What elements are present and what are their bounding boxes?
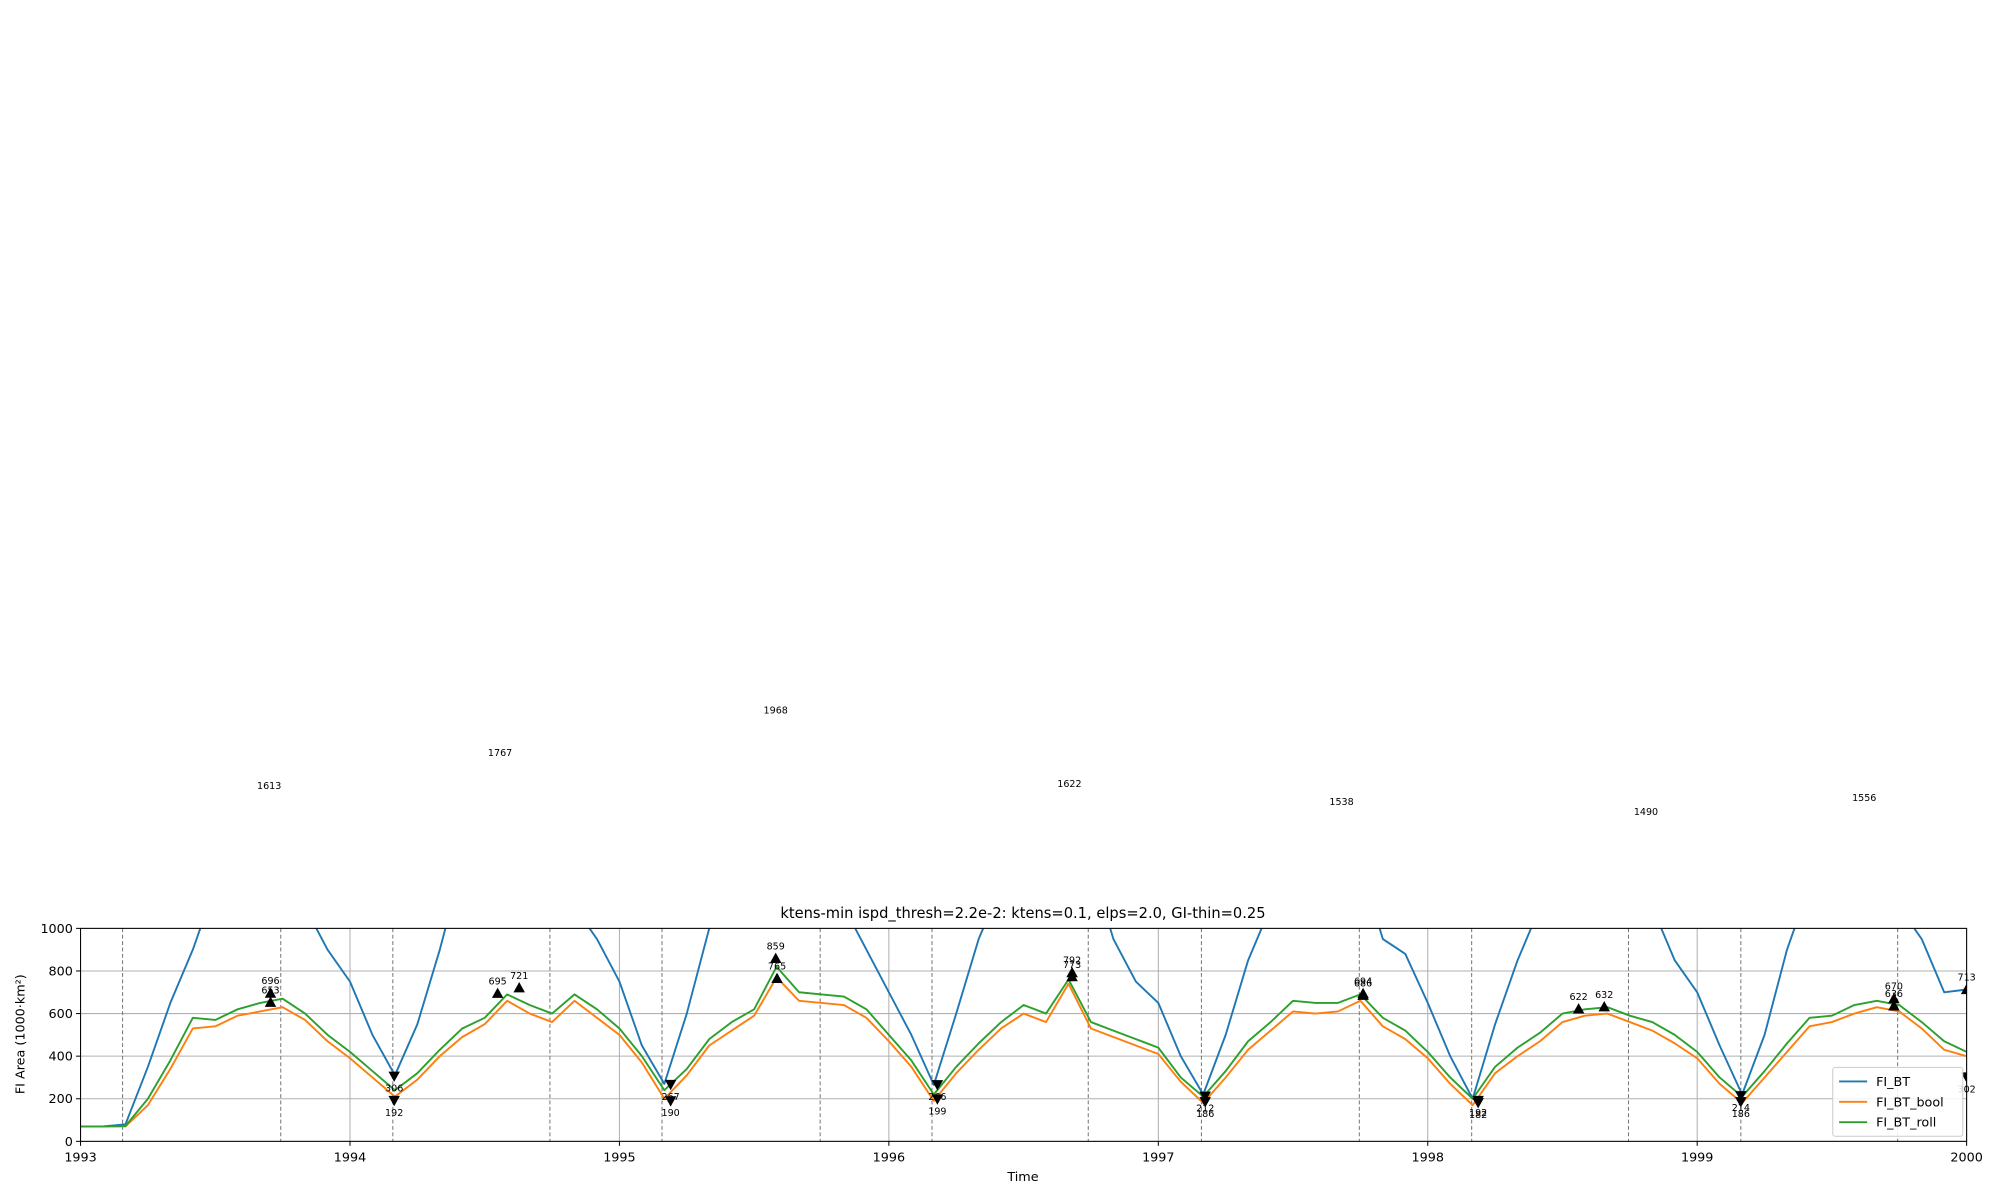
trough-label: 266: [928, 1092, 946, 1103]
trough-marker: [1735, 1097, 1747, 1108]
peak-label: 765: [768, 961, 786, 972]
peak-label: 1968: [764, 705, 788, 716]
x-tick-label: 1998: [1412, 1151, 1444, 1166]
y-tick-label: 400: [49, 1050, 73, 1065]
peak-label: 632: [1595, 990, 1613, 1001]
x-tick-label: 2000: [1950, 1151, 1982, 1166]
peak-marker: [264, 987, 277, 998]
trough-marker: [1199, 1097, 1211, 1108]
y-axis-label: FI Area (1000·km²): [13, 974, 28, 1094]
y-tick-label: 800: [49, 964, 73, 979]
trough-label: 192: [1469, 1108, 1487, 1119]
peak-marker: [1357, 989, 1369, 1000]
peak-label: 1538: [1329, 797, 1353, 808]
chart-title: ktens-min ispd_thresh=2.2e-2: ktens=0.1,…: [780, 905, 1265, 922]
trough-marker: [388, 1071, 400, 1082]
trough-marker: [664, 1079, 677, 1091]
peak-label: 622: [1570, 992, 1588, 1003]
peak-marker: [1066, 970, 1078, 982]
trough-label: 214: [1732, 1103, 1750, 1114]
legend-label: FI_BT_roll: [1876, 1116, 1936, 1131]
trough-marker: [388, 1095, 400, 1107]
trough-label: 186: [1196, 1109, 1214, 1120]
x-tick-label: 1994: [334, 1151, 366, 1166]
peak-label: 1622: [1057, 779, 1081, 790]
x-axis-label: Time: [1006, 1170, 1038, 1185]
peak-marker: [769, 952, 782, 963]
peak-marker: [1859, 804, 1870, 814]
peak-marker: [494, 759, 505, 769]
peak-label: 1613: [257, 781, 281, 792]
peak-marker: [1640, 818, 1651, 828]
trough-label: 267: [662, 1092, 680, 1103]
x-tick-label: 1997: [1142, 1151, 1174, 1166]
peak-label: 696: [261, 976, 279, 987]
trough-label: 186: [1732, 1109, 1750, 1120]
series-line: [80, 976, 1967, 1128]
axes-frame: [80, 927, 1968, 1142]
series-line: [80, 965, 1967, 1128]
legend-box: [1832, 1066, 1964, 1137]
y-tick-label: 0: [65, 1135, 73, 1150]
y-tick-label: 1000: [40, 922, 72, 937]
trough-marker: [931, 1080, 944, 1091]
peak-label: 1490: [1634, 807, 1658, 818]
peak-label: 721: [510, 971, 528, 982]
peak-label: 1556: [1852, 793, 1876, 804]
x-tick-label: 1993: [64, 1151, 96, 1166]
peak-label: 653: [261, 985, 279, 996]
peak-label: 1767: [488, 748, 512, 759]
peak-marker: [1598, 1001, 1610, 1012]
trough-marker: [1960, 1072, 1967, 1083]
peak-label: 670: [1885, 982, 1903, 993]
peak-label: 686: [1354, 978, 1372, 989]
legend-label: FI_BT: [1876, 1075, 1910, 1090]
peak-marker: [513, 982, 525, 993]
peak-marker: [1572, 1003, 1585, 1014]
peak-marker: [1064, 790, 1075, 800]
trough-label: 182: [1469, 1110, 1487, 1121]
peak-label: 694: [1354, 977, 1372, 988]
trough-label: 190: [662, 1108, 680, 1119]
legend-label: FI_BT_bool: [1876, 1095, 1944, 1110]
peak-label: 859: [767, 941, 785, 952]
trough-label: 306: [385, 1083, 403, 1094]
y-tick-label: 200: [49, 1092, 73, 1107]
peak-label: 636: [1885, 989, 1903, 1000]
series-line: [80, 928, 1967, 1128]
trough-label: 212: [1196, 1103, 1214, 1114]
peak-marker: [770, 716, 781, 726]
peak-marker: [491, 987, 504, 998]
y-tick-label: 600: [49, 1007, 73, 1022]
trough-marker: [1199, 1091, 1211, 1102]
peak-marker: [264, 996, 277, 1007]
peak-marker: [771, 972, 783, 984]
x-tick-label: 1999: [1681, 1151, 1713, 1166]
trough-label: 192: [385, 1108, 403, 1119]
x-tick-label: 1996: [873, 1151, 905, 1166]
peak-marker: [1336, 808, 1347, 818]
trough-marker: [1472, 1097, 1484, 1109]
plot-area: [80, 716, 1967, 1128]
peak-label: 695: [489, 976, 507, 987]
peak-label: 792: [1063, 956, 1081, 967]
peak-marker: [263, 792, 274, 802]
trough-marker: [664, 1096, 677, 1107]
peak-marker: [1888, 992, 1900, 1004]
trough-marker: [931, 1094, 944, 1105]
x-tick-label: 1995: [603, 1151, 635, 1166]
trough-label: 199: [928, 1106, 946, 1117]
peak-marker: [1888, 1000, 1900, 1011]
peak-label: 773: [1063, 960, 1081, 971]
trough-marker: [1735, 1091, 1747, 1102]
